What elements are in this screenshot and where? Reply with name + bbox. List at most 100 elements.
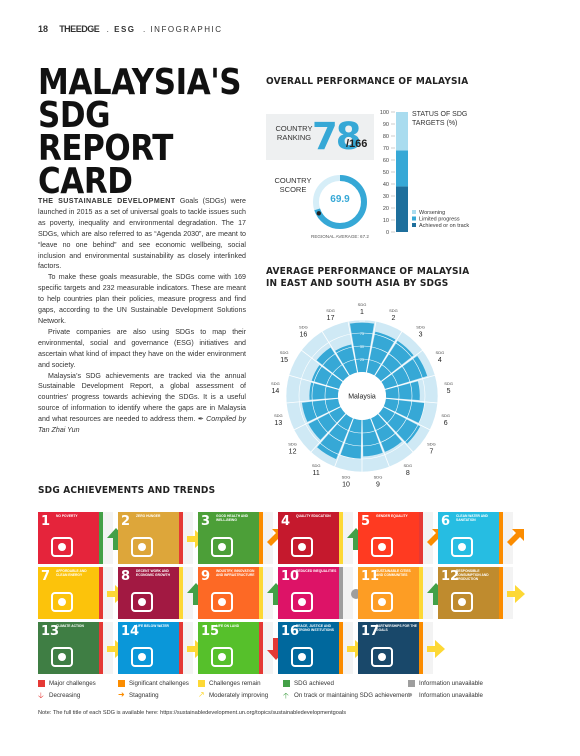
sdg-icon	[291, 537, 313, 557]
polar-spoke	[370, 418, 390, 468]
ranking-card: COUNTRY RANKING 78 /166	[266, 114, 374, 160]
status-panel	[339, 622, 365, 674]
sdg-icon	[211, 537, 233, 557]
sdg-icon	[131, 647, 153, 667]
status-panel	[339, 567, 361, 619]
sdg-title: PARTNERSHIPS FOR THE GOALS	[376, 624, 417, 632]
status-panel	[419, 512, 444, 564]
sdg-tile: 17 PARTNERSHIPS FOR THE GOALS	[358, 622, 419, 674]
status-legend-label: Limited progress	[419, 217, 460, 223]
sdg-icon	[371, 647, 393, 667]
trend-icon	[187, 640, 205, 658]
category-label: 2	[391, 315, 395, 322]
sdg-title: GENDER EQUALITY	[376, 514, 408, 518]
legend-label: Significant challenges	[129, 679, 189, 687]
sdg-title: CLEAN WATER AND SANITATION	[456, 514, 488, 522]
polar-spoke	[384, 374, 436, 390]
y-tick-label: 20	[383, 206, 389, 212]
sdg-tile: 13 CLIMATE ACTION	[38, 622, 99, 674]
category-label-prefix: SDG	[403, 463, 412, 468]
sdg-number: 8	[121, 569, 131, 584]
sdg-title: ZERO HUNGER	[136, 514, 161, 518]
status-bar	[99, 567, 103, 619]
status-panel	[499, 567, 525, 619]
sdg-tile: 2 ZERO HUNGER	[118, 512, 179, 564]
status-panel	[419, 622, 445, 674]
polar-spoke	[377, 413, 414, 453]
center-label: Malaysia	[348, 394, 376, 401]
category-label-prefix: SDG	[342, 475, 351, 480]
sdg-tile: 1 NO POVERTY	[38, 512, 99, 564]
category-label-prefix: SDG	[389, 308, 398, 313]
sdg-number: 1	[41, 514, 51, 529]
polar-spoke	[301, 349, 344, 382]
polar-spoke	[374, 331, 403, 376]
score-label: COUNTRY SCORE	[274, 176, 312, 194]
polar-spoke	[321, 331, 350, 376]
status-panel	[339, 512, 365, 564]
polar-bar	[366, 331, 396, 376]
polar-bar	[375, 340, 414, 382]
regional-average-marker	[316, 211, 322, 216]
sdg-number: 11	[361, 569, 380, 584]
category-label: 10	[342, 482, 350, 489]
trend-icon	[187, 530, 205, 548]
status-bar	[339, 512, 343, 564]
trend-arrow	[185, 526, 207, 552]
sdg-icon	[291, 647, 313, 667]
sdg-tile: 10 REDUCED INEQUALITIES	[278, 567, 339, 619]
status-bar	[99, 622, 103, 674]
category-label: 5	[447, 388, 451, 395]
status-legend-swatch	[412, 216, 416, 221]
category-label: 1	[360, 309, 364, 316]
sdg-number: 4	[281, 514, 291, 529]
category-label: 7	[429, 448, 433, 455]
y-tick-label: 40	[383, 182, 389, 188]
r-tick-label: 100	[359, 319, 365, 323]
polar-center	[338, 372, 386, 420]
polar-spoke	[383, 406, 431, 431]
sdg-icon	[451, 592, 473, 612]
legend-arrow-icon: ↗	[198, 690, 205, 699]
category-label: 4	[438, 357, 442, 364]
polar-bar	[316, 347, 349, 382]
credit: Compiled by Tan Zhai Yun	[38, 415, 246, 435]
pen-icon: ✒	[197, 415, 204, 424]
ranking-value: 78	[312, 115, 361, 158]
y-tick-label: 70	[383, 146, 389, 152]
category-label: 11	[313, 470, 320, 477]
sdg-tile: 16 PEACE, JUSTICE AND STRONG INSTITUTIONS	[278, 622, 339, 674]
status-bar	[179, 567, 183, 619]
sdg-icon	[51, 592, 73, 612]
trend-arrow	[105, 636, 127, 662]
y-tick-label: 50	[383, 170, 389, 176]
y-tick-label: 80	[383, 134, 389, 140]
legend-label: Information unavailable	[419, 691, 483, 699]
polar-bar	[340, 418, 362, 459]
trend-icon	[347, 640, 365, 658]
sdg-number: 3	[201, 514, 211, 529]
category-label: 13	[274, 420, 282, 427]
status-bar	[499, 512, 503, 564]
sdg-icon	[371, 537, 393, 557]
y-tick-label: 10	[383, 218, 389, 224]
sdg-number: 16	[281, 624, 300, 639]
legend-swatch	[283, 680, 290, 687]
polar-bar	[349, 322, 375, 373]
legend-swatch	[38, 680, 45, 687]
sdg-title: DECENT WORK AND ECONOMIC GROWTH	[136, 569, 171, 577]
category-label-prefix: SDG	[374, 475, 383, 480]
legend-label: Stagnating	[129, 691, 159, 699]
sdg-title: SUSTAINABLE CITIES AND COMMUNITIES	[376, 569, 411, 577]
status-bar	[259, 622, 263, 674]
legend-label: Decreasing	[49, 691, 81, 699]
category-label-prefix: SDG	[441, 413, 450, 418]
trend-arrow	[505, 526, 527, 552]
status-legend-label: Worsening	[419, 210, 445, 216]
page-header: 18 THEEDGE . ESG . INFOGRAPHIC	[38, 24, 223, 34]
category-label-prefix: SDG	[299, 325, 308, 330]
polar-bar	[362, 418, 383, 457]
page-title: MALAYSIA'S SDG REPORT CARD	[38, 62, 242, 202]
polar-bar	[378, 407, 421, 444]
